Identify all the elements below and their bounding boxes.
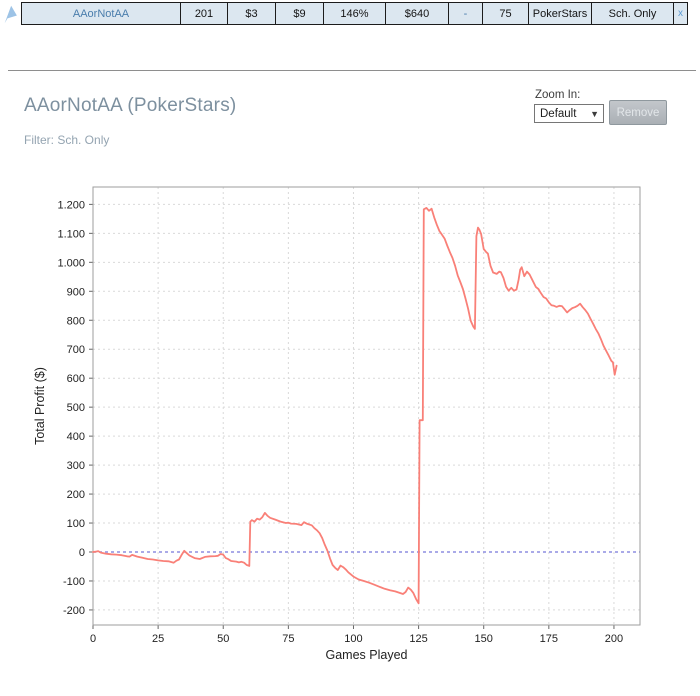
profit-chart: 0 25 50 75 100 125 150 175 200 -200 -100 0 100 200 300… [33,186,641,662]
svg-text:200: 200 [67,489,85,501]
svg-text:150: 150 [475,633,493,645]
cursor-arrow-icon [0,2,20,32]
page-title: AAorNotAA (PokerStars) [24,95,237,116]
svg-text:1.200: 1.200 [57,199,85,211]
result-cell-network: PokerStars [528,3,591,24]
svg-text:50: 50 [217,633,229,645]
svg-text:700: 700 [67,344,85,356]
zoom-select[interactable]: Default ▼ [534,104,604,123]
svg-text:200: 200 [605,633,623,645]
svg-text:500: 500 [67,402,85,414]
result-cell-stake: $3 [227,3,275,24]
remove-button-label: Remove [616,106,660,119]
result-cell-dash: - [448,3,482,24]
svg-text:Total Profit ($): Total Profit ($) [33,367,47,445]
chevron-down-icon: ▼ [590,108,599,119]
svg-text:800: 800 [67,315,85,327]
result-cell-ability: 75 [482,3,528,24]
result-cell-roi: 146% [323,3,385,24]
result-cell-games: 201 [180,3,227,24]
section-divider [8,70,696,71]
svg-text:75: 75 [282,633,294,645]
row-close-button[interactable]: x [678,8,683,19]
svg-text:1.000: 1.000 [57,257,85,269]
svg-text:25: 25 [152,633,164,645]
remove-button[interactable]: Remove [609,100,667,125]
zoom-select-value: Default [540,107,577,120]
svg-text:600: 600 [67,373,85,385]
zoom-in-label: Zoom In: [535,89,581,101]
svg-text:0: 0 [79,547,85,559]
svg-text:-200: -200 [63,605,85,617]
svg-text:Games Played: Games Played [326,648,408,662]
svg-text:125: 125 [409,633,427,645]
svg-text:900: 900 [67,286,85,298]
svg-text:400: 400 [67,431,85,443]
svg-text:1.100: 1.100 [57,228,85,240]
result-player-link[interactable]: AAorNotAA [72,7,130,20]
filter-label: Filter: Sch. Only [24,133,110,147]
result-cell-av-profit: $9 [275,3,323,24]
result-cell-filter: Sch. Only [591,3,673,24]
svg-text:100: 100 [344,633,362,645]
result-row: AAorNotAA 201 $3 $9 146% $640 - 75 Poker… [21,2,688,25]
svg-text:0: 0 [90,633,96,645]
svg-text:-100: -100 [63,576,85,588]
svg-text:175: 175 [540,633,558,645]
result-cell-total-profit: $640 [385,3,448,24]
svg-text:100: 100 [67,518,85,530]
svg-text:300: 300 [67,460,85,472]
